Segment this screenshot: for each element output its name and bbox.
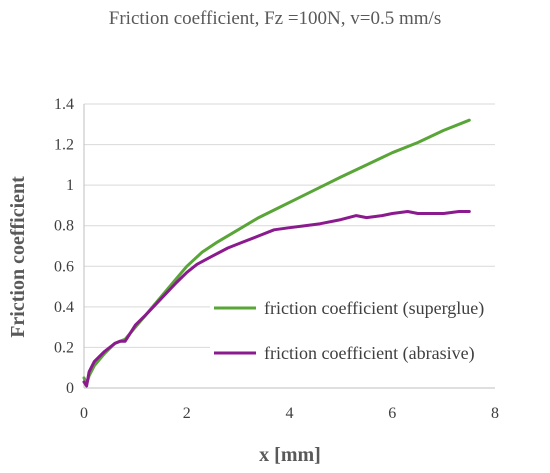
y-tick-labels: 0 0.2 0.4 0.6 0.8 1 1.2 1.4: [54, 96, 74, 397]
y-tick-label: 1.2: [54, 137, 74, 154]
y-tick-label: 0.2: [54, 339, 74, 356]
x-axis-title: x [mm]: [259, 444, 321, 466]
y-tick-label: 0.8: [54, 218, 74, 235]
chart-title: Friction coefficient, Fz =100N, v=0.5 mm…: [109, 8, 441, 29]
x-tick-label: 2: [183, 405, 191, 422]
legend-label-1: friction coefficient (superglue): [264, 298, 484, 319]
legend-label-2: friction coefficient (abrasive): [264, 343, 475, 364]
legend-background: [210, 339, 496, 365]
legend: friction coefficient (superglue) friction…: [210, 294, 496, 365]
x-tick-label: 6: [388, 405, 396, 422]
x-tick-label: 0: [80, 405, 88, 422]
legend-background: [210, 294, 496, 320]
series-line-2: [82, 210, 471, 388]
y-axis-title: Friction coefficient: [7, 176, 29, 338]
y-tick-label: 1: [66, 177, 74, 194]
series-group: [82, 118, 471, 388]
y-tick-label: 0: [66, 380, 74, 397]
x-tick-labels: 0 2 4 6 8: [80, 405, 499, 422]
x-tick-label: 8: [491, 405, 499, 422]
y-tick-label: 0.6: [54, 258, 74, 275]
x-tick-label: 4: [286, 405, 294, 422]
y-tick-label: 1.4: [54, 96, 74, 113]
y-tick-label: 0.4: [54, 299, 74, 316]
